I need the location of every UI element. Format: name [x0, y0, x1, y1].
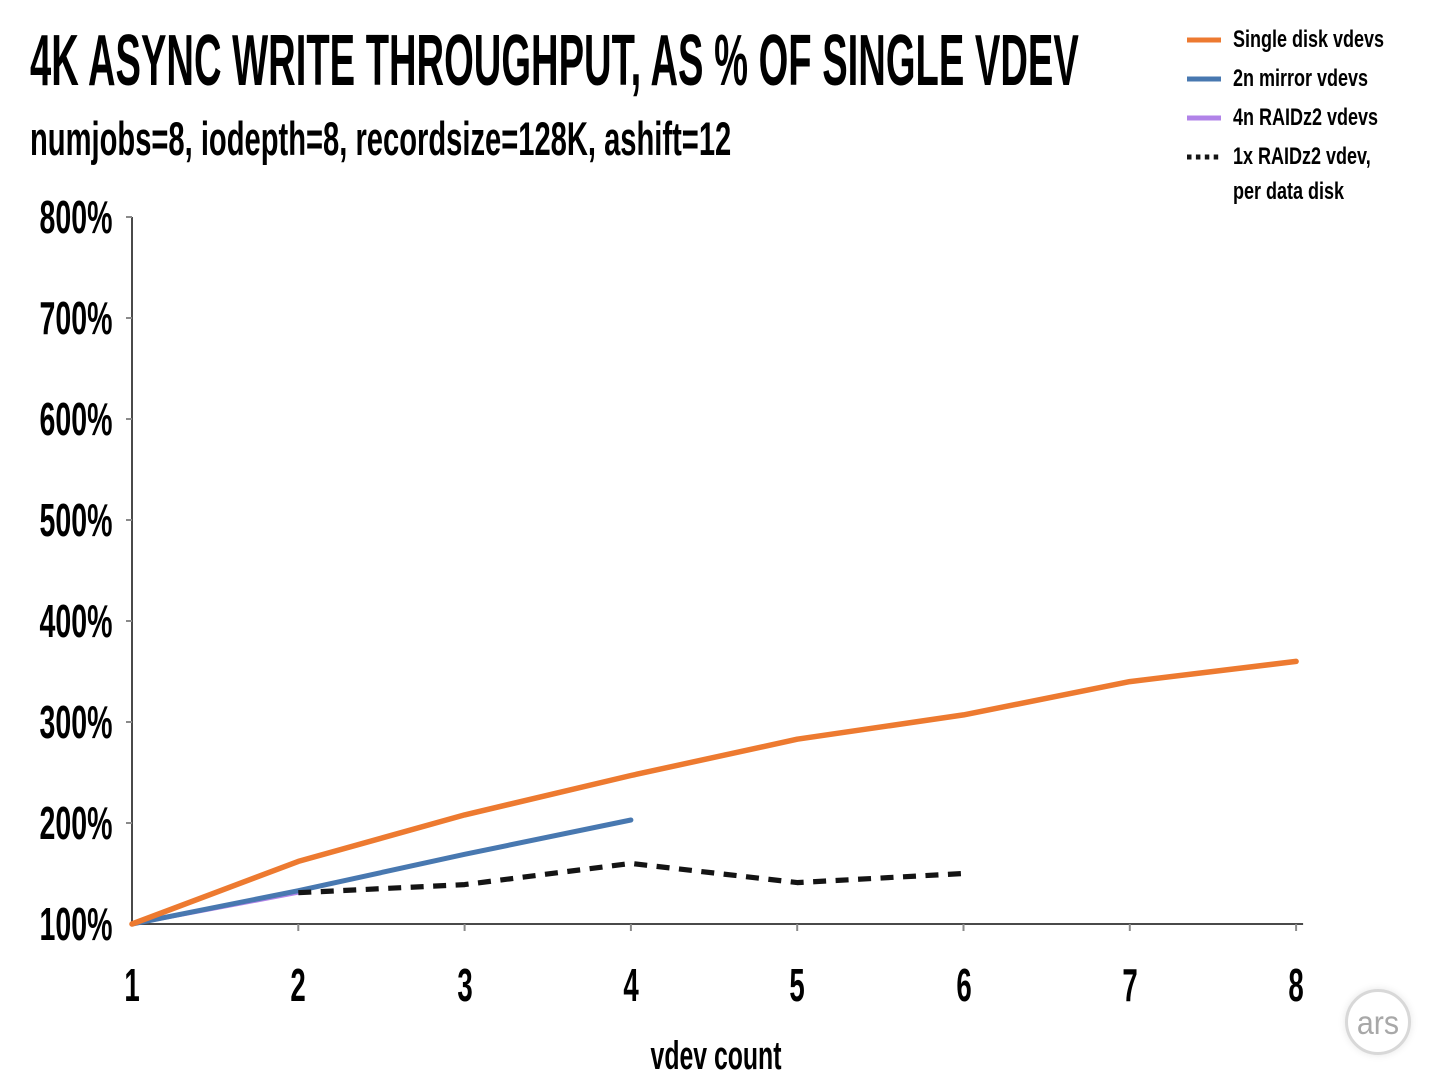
- x-tick-label: 3: [456, 959, 473, 1011]
- x-tick-label: 7: [1122, 959, 1138, 1011]
- chart-title: 4K ASYNC WRITE THROUGHPUT, AS % OF SINGL…: [30, 21, 1079, 101]
- series-line-2: [129, 817, 634, 927]
- y-tick-label: 600%: [39, 393, 113, 445]
- x-tick-label: 1: [124, 959, 140, 1011]
- legend-item: 2n mirror vdevs: [1187, 61, 1437, 96]
- legend-swatch-line-icon: [1187, 115, 1221, 121]
- legend-item: 1x RAIDz2 vdev, per data disk: [1187, 139, 1437, 209]
- y-tick-label: 500%: [39, 494, 113, 546]
- legend-swatch-line-icon: [1187, 37, 1221, 43]
- x-tick-label: 2: [290, 959, 306, 1011]
- y-tick-label: 700%: [39, 292, 113, 344]
- legend-label: Single disk vdevs: [1233, 26, 1385, 53]
- y-tick-label: 800%: [39, 191, 113, 243]
- legend-item: Single disk vdevs: [1187, 22, 1437, 57]
- x-tick-label: 6: [955, 959, 972, 1011]
- x-tick-label: 8: [1288, 959, 1304, 1011]
- legend-swatch-line-icon: [1187, 76, 1221, 82]
- legend-label: 4n RAIDz2 vdevs: [1233, 104, 1379, 131]
- legend-swatch-dashed-line-icon: [1187, 154, 1221, 160]
- chart-subtitle: numjobs=8, iodepth=8, recordsize=128K, a…: [30, 112, 732, 165]
- legend-item: 4n RAIDz2 vdevs: [1187, 100, 1437, 135]
- y-tick-label: 300%: [39, 696, 113, 748]
- series-line-1: [129, 658, 1299, 927]
- ars-logo-text: ars: [1356, 1003, 1400, 1041]
- y-tick-label: 200%: [39, 797, 113, 849]
- x-tick-label: 5: [789, 959, 805, 1011]
- y-tick-label: 400%: [39, 595, 113, 647]
- y-tick-label: 100%: [39, 898, 113, 950]
- ars-logo-badge: ars: [1345, 989, 1411, 1055]
- legend-label: 2n mirror vdevs: [1233, 65, 1369, 92]
- legend: Single disk vdevs 2n mirror vdevs 4n RAIDz…: [1187, 22, 1437, 213]
- x-axis-title: vdev count: [650, 1034, 782, 1078]
- x-tick-label: 4: [623, 959, 639, 1011]
- legend-label: 1x RAIDz2 vdev, per data disk: [1233, 143, 1371, 205]
